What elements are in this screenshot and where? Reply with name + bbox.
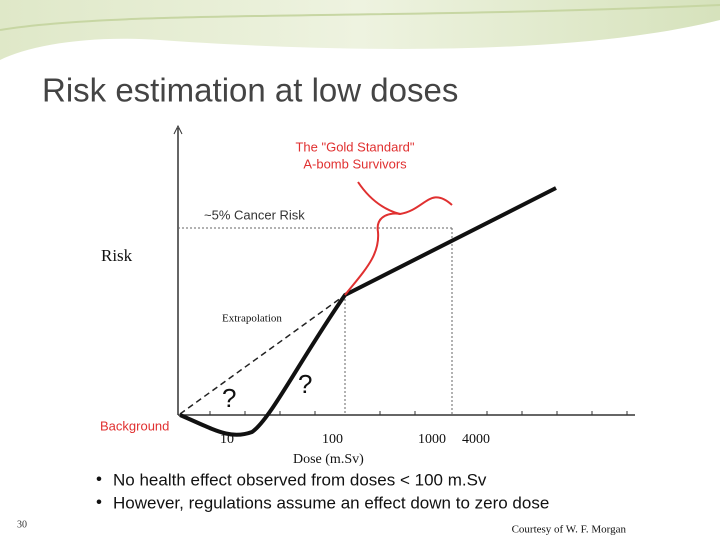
x-axis-ticks xyxy=(209,411,628,415)
guide-lines xyxy=(178,227,453,415)
cancer-risk-label: ~5% Cancer Risk xyxy=(204,207,305,222)
header-decoration xyxy=(0,0,720,60)
credit: Courtesy of W. F. Morgan xyxy=(512,524,627,536)
question-mark: ? xyxy=(222,383,236,413)
dose-response-curve xyxy=(179,186,557,437)
background-label: Background xyxy=(100,418,169,433)
a-bomb-curve xyxy=(344,196,453,296)
x-axis-label: Dose (m.Sv) xyxy=(293,452,364,467)
bullet-text: However, regulations assume an effect do… xyxy=(113,493,549,512)
question-mark: ? xyxy=(298,369,312,399)
gold-standard-pointer xyxy=(357,181,401,215)
bullet-text: No health effect observed from doses < 1… xyxy=(113,470,487,489)
bullet-marker: • xyxy=(96,469,102,488)
page-number: 30 xyxy=(17,519,27,530)
x-tick-label: 10 xyxy=(220,432,234,447)
gold-standard-label: The "Gold Standard" xyxy=(295,139,414,154)
y-axis-label: Risk xyxy=(101,246,133,265)
x-tick-label: 4000 xyxy=(462,432,490,447)
extrapolation-label: Extrapolation xyxy=(222,313,282,325)
extrapolation-line xyxy=(179,294,346,415)
gold-standard-label: A-bomb Survivors xyxy=(303,156,407,171)
header-swoosh xyxy=(0,4,720,31)
y-axis-arrow xyxy=(173,124,183,135)
x-tick-label: 1000 xyxy=(418,432,446,447)
x-tick-label: 100 xyxy=(322,432,343,447)
axes xyxy=(173,124,635,416)
slide-title: Risk estimation at low doses xyxy=(42,72,458,109)
bullet-marker: • xyxy=(96,492,102,511)
